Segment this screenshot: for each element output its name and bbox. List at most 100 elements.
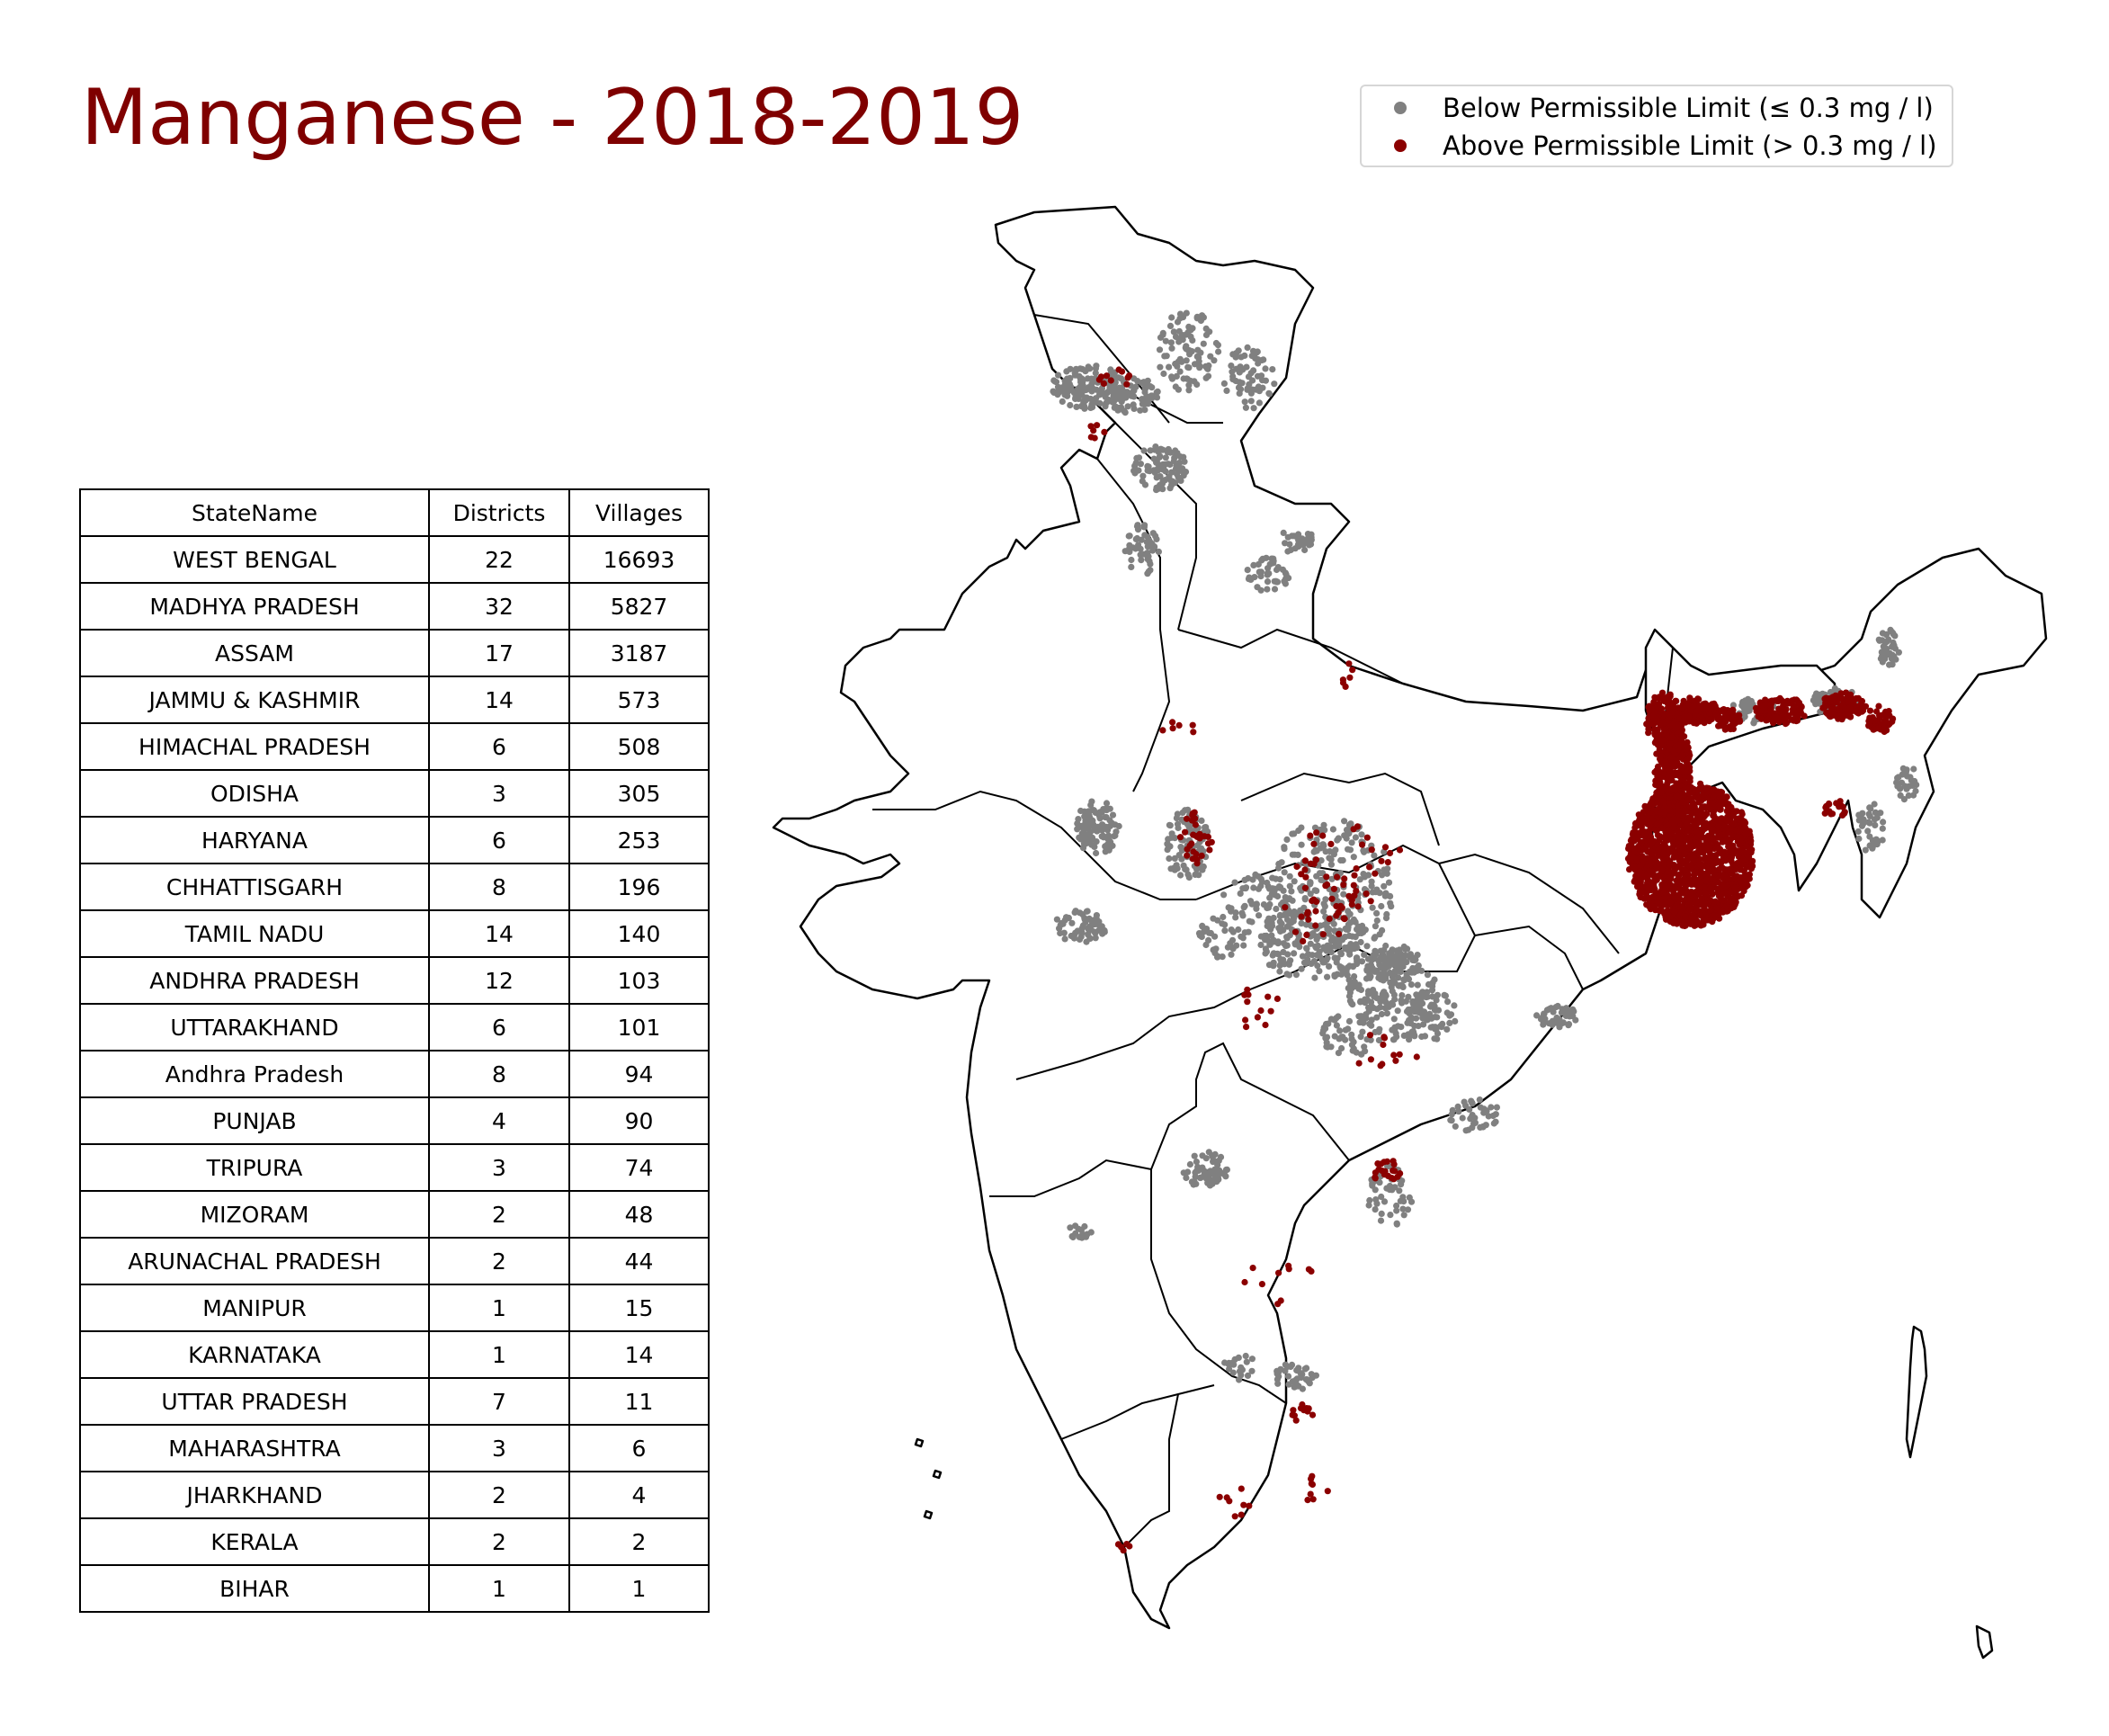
sample-point — [1350, 881, 1357, 889]
sample-point — [1320, 908, 1327, 915]
table-cell: TRIPURA — [79, 1143, 430, 1192]
sample-point — [1244, 344, 1251, 351]
sample-point — [1370, 1004, 1377, 1012]
sample-point — [1271, 380, 1278, 388]
sample-point — [1204, 365, 1211, 372]
table-cell: Andhra Pradesh — [79, 1050, 430, 1098]
sample-point — [1056, 925, 1063, 932]
table-cell: 48 — [568, 1190, 710, 1239]
sample-point — [1314, 962, 1321, 970]
sample-point — [1324, 926, 1331, 933]
sample-point — [1565, 1021, 1573, 1028]
sample-point — [1729, 714, 1737, 721]
sample-point — [1153, 394, 1161, 401]
sample-point — [1743, 843, 1750, 850]
sample-point — [1394, 1007, 1401, 1015]
sample-point — [1417, 990, 1425, 998]
sample-point — [1384, 954, 1391, 962]
sample-point — [1157, 445, 1165, 452]
sample-point — [1091, 928, 1098, 935]
sample-point — [1289, 1378, 1296, 1385]
sample-point — [1391, 1026, 1399, 1034]
sample-point — [1195, 358, 1202, 365]
sample-point — [1302, 1376, 1309, 1383]
sample-point — [1348, 839, 1355, 846]
sample-point — [1350, 1045, 1357, 1052]
sample-point — [1738, 810, 1746, 818]
sample-point — [1400, 1212, 1407, 1219]
sample-point — [1341, 875, 1348, 882]
sample-point — [1350, 1038, 1357, 1045]
sample-point — [1368, 882, 1375, 890]
sample-point — [1358, 1051, 1365, 1058]
sample-point — [1676, 871, 1684, 878]
sample-point — [1858, 822, 1866, 829]
sample-point — [1238, 1372, 1245, 1379]
sample-point — [1291, 950, 1298, 957]
sample-point — [1634, 822, 1641, 829]
sample-point — [1290, 1407, 1297, 1414]
sample-point — [1112, 403, 1119, 410]
sample-point — [1229, 936, 1237, 944]
sample-point — [1862, 846, 1869, 854]
table-cell: StateName — [79, 488, 430, 537]
sample-point — [1269, 938, 1276, 945]
sample-point — [1092, 935, 1099, 942]
sample-point — [1156, 346, 1164, 353]
sample-point — [1223, 387, 1230, 394]
sample-point — [1193, 313, 1201, 320]
sample-point — [1298, 920, 1305, 927]
sample-point — [1072, 908, 1079, 915]
sample-point — [1074, 394, 1081, 402]
sample-point — [1866, 707, 1874, 714]
sample-point — [1689, 855, 1697, 862]
sample-point — [1198, 852, 1205, 860]
sample-point — [1168, 314, 1175, 321]
sample-point — [1229, 928, 1237, 935]
sample-point — [1364, 962, 1372, 970]
sample-point — [1679, 922, 1686, 929]
sample-point — [1351, 872, 1358, 879]
sample-point — [1676, 782, 1685, 789]
sample-point — [1257, 941, 1265, 949]
sample-point — [1184, 852, 1191, 859]
sample-point — [1704, 844, 1711, 852]
sample-point — [1667, 859, 1674, 866]
table-cell: 15 — [568, 1284, 710, 1332]
sample-point — [1640, 819, 1649, 826]
sample-point — [1341, 818, 1348, 825]
sample-point — [1371, 852, 1378, 859]
sample-point — [1390, 1016, 1398, 1023]
sample-point — [1166, 821, 1173, 828]
sample-point — [1699, 862, 1707, 869]
sample-point — [1247, 576, 1255, 584]
sample-point — [1639, 838, 1646, 846]
sample-point — [1423, 1016, 1431, 1024]
sample-point — [1842, 705, 1849, 712]
sample-point — [1273, 578, 1282, 586]
sample-point — [1242, 885, 1249, 892]
sample-point — [1710, 826, 1717, 833]
sample-point — [1385, 879, 1393, 886]
sample-point — [1176, 368, 1184, 375]
sample-point — [1156, 453, 1163, 461]
sample-point — [1249, 1265, 1256, 1272]
sample-point — [1274, 938, 1282, 945]
sample-point — [1081, 405, 1088, 412]
sample-point — [1079, 386, 1087, 393]
sample-point — [1704, 705, 1711, 712]
sample-point — [1736, 874, 1743, 882]
sample-point — [1077, 1226, 1085, 1233]
table-cell: ARUNACHAL PRADESH — [79, 1237, 430, 1285]
sample-point — [1400, 976, 1407, 983]
sample-point — [1305, 951, 1312, 958]
sample-point — [1880, 652, 1887, 659]
sample-point — [1276, 962, 1283, 969]
sample-point — [1171, 454, 1178, 461]
sample-point — [1879, 630, 1886, 637]
sample-point — [1779, 712, 1786, 720]
sample-point — [1067, 401, 1074, 409]
sample-point — [1108, 819, 1115, 827]
table-cell: 2 — [568, 1517, 710, 1566]
sample-point — [1381, 1159, 1388, 1166]
